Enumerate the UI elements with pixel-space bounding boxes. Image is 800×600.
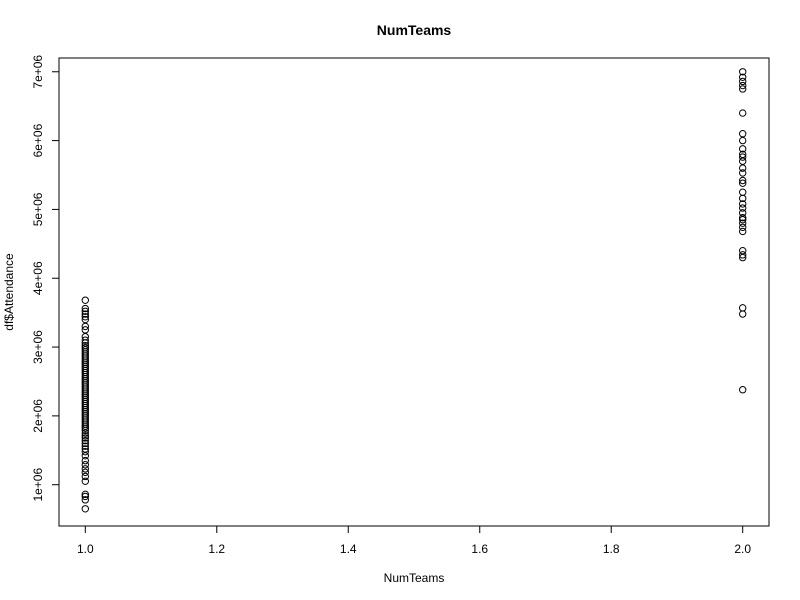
y-axis: 1e+06 2e+06 3e+06 4e+06 5e+06 6e+06 7e+06 <box>31 55 60 502</box>
data-point <box>81 434 89 442</box>
data-point <box>739 169 747 177</box>
data-point <box>739 219 747 227</box>
x-axis: 1.0 1.2 1.4 1.6 1.8 2.0 <box>77 525 751 556</box>
data-point <box>739 153 747 161</box>
data-point <box>81 456 89 465</box>
data-point <box>739 85 747 93</box>
x-tick-label: 1.4 <box>340 542 357 556</box>
data-point <box>81 505 89 513</box>
data-point <box>81 477 89 485</box>
data-point <box>81 468 89 477</box>
x-tick-label: 1.6 <box>471 542 488 556</box>
data-point <box>81 326 89 334</box>
x-tick-label: 1.2 <box>208 542 225 556</box>
data-point <box>739 247 747 255</box>
data-point <box>739 130 747 138</box>
data-points <box>81 68 747 513</box>
data-point <box>81 310 89 318</box>
data-point <box>739 204 747 212</box>
data-point <box>739 145 747 153</box>
data-point <box>739 209 747 217</box>
data-point <box>81 296 89 304</box>
data-point <box>739 310 747 318</box>
data-point <box>81 465 89 473</box>
data-point <box>739 77 747 86</box>
data-point <box>81 341 89 350</box>
data-point <box>739 200 747 208</box>
data-point <box>739 188 747 196</box>
chart-title: NumTeams <box>377 22 452 38</box>
data-point <box>81 472 89 481</box>
data-point <box>739 81 747 90</box>
y-tick-label: 5e+06 <box>31 192 45 226</box>
data-point <box>81 492 89 501</box>
data-point <box>739 179 747 187</box>
data-point <box>739 136 747 145</box>
data-point <box>739 227 747 236</box>
x-tick-label: 2.0 <box>734 542 751 556</box>
data-point <box>81 490 89 499</box>
data-point <box>81 445 89 453</box>
data-point <box>81 307 89 315</box>
data-point <box>739 213 747 222</box>
data-point <box>739 251 747 259</box>
data-point <box>81 461 89 469</box>
data-point <box>739 386 747 394</box>
y-tick-label: 4e+06 <box>31 261 45 295</box>
data-point <box>81 439 89 448</box>
data-point <box>81 447 89 456</box>
data-point <box>739 176 747 185</box>
y-tick-label: 2e+06 <box>31 399 45 433</box>
data-point <box>739 109 747 117</box>
data-point <box>739 223 747 232</box>
data-point <box>81 315 89 324</box>
y-tick-label: 7e+06 <box>31 55 45 89</box>
y-tick-label: 3e+06 <box>31 330 45 364</box>
data-point <box>739 73 747 81</box>
data-point <box>81 496 89 504</box>
x-tick-label: 1.0 <box>77 542 94 556</box>
y-axis-label: df$Attendance <box>2 253 16 331</box>
data-point <box>739 150 747 159</box>
data-point <box>81 344 89 352</box>
data-point <box>739 304 747 312</box>
y-tick-label: 6e+06 <box>31 123 45 157</box>
data-point <box>81 432 89 440</box>
data-point <box>81 313 89 321</box>
data-point <box>739 164 747 172</box>
data-point <box>81 304 89 313</box>
data-point <box>81 336 89 344</box>
data-point <box>81 442 89 450</box>
y-tick-label: 1e+06 <box>31 468 45 502</box>
x-tick-label: 1.8 <box>603 542 620 556</box>
data-point <box>81 436 89 445</box>
data-point <box>739 68 747 76</box>
plot-frame <box>58 57 770 527</box>
x-axis-label: NumTeams <box>384 571 445 585</box>
